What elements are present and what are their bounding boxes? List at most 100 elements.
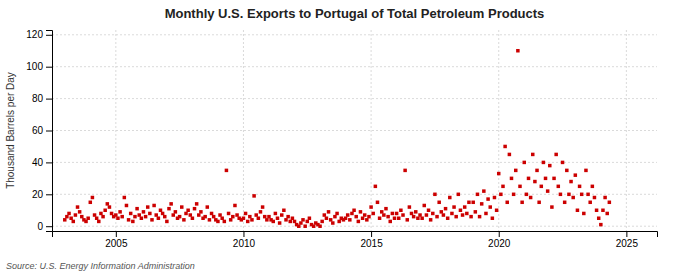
point: [154, 213, 158, 217]
point: [535, 169, 539, 173]
point: [103, 209, 107, 213]
point: [493, 196, 497, 200]
point: [514, 169, 518, 173]
point: [127, 218, 131, 222]
point: [252, 194, 256, 198]
point: [184, 212, 188, 216]
point: [261, 205, 265, 209]
point: [423, 204, 427, 208]
point: [367, 215, 371, 219]
point: [508, 153, 512, 157]
point: [348, 218, 352, 222]
point: [603, 196, 607, 200]
point: [471, 201, 475, 205]
tick: 2020: [488, 231, 511, 249]
point: [331, 221, 335, 225]
tick-label: 20: [32, 189, 44, 200]
point: [65, 215, 69, 219]
point: [386, 215, 390, 219]
point: [450, 212, 454, 216]
point: [495, 209, 499, 213]
point: [242, 216, 246, 220]
point: [406, 218, 410, 222]
point: [152, 204, 156, 208]
point: [391, 212, 395, 216]
point: [576, 209, 580, 213]
grid-line-x: [243, 30, 244, 231]
point: [371, 212, 375, 216]
tick-label: 2020: [488, 238, 511, 249]
point: [437, 201, 441, 205]
title: Monthly U.S. Exports to Portugal of Tota…: [165, 6, 545, 21]
point: [401, 213, 405, 217]
point: [95, 216, 99, 220]
point: [567, 193, 571, 197]
point: [525, 193, 529, 197]
tick-label: 2005: [105, 238, 128, 249]
point: [210, 212, 214, 216]
point: [484, 212, 488, 216]
tick: 120: [26, 29, 52, 40]
axis-line: [46, 31, 53, 232]
point: [350, 212, 354, 216]
point: [174, 210, 178, 214]
point: [446, 216, 450, 220]
point: [248, 215, 252, 219]
grid-line-x: [498, 30, 499, 231]
point: [474, 210, 478, 214]
point: [220, 216, 224, 220]
point: [344, 216, 348, 220]
point: [129, 212, 133, 216]
point: [163, 215, 167, 219]
point: [408, 205, 412, 209]
point: [461, 213, 465, 217]
point: [76, 205, 80, 209]
point: [137, 213, 141, 217]
point: [297, 224, 301, 228]
point: [225, 169, 229, 173]
point: [497, 172, 501, 176]
tick-label: 2010: [233, 238, 256, 249]
point: [116, 216, 120, 220]
point: [161, 212, 165, 216]
point: [123, 196, 127, 200]
point: [552, 177, 556, 181]
point: [172, 213, 176, 217]
point: [561, 161, 565, 165]
point: [91, 196, 95, 200]
point: [486, 197, 490, 201]
point: [150, 218, 154, 222]
point: [135, 207, 139, 211]
point: [276, 216, 280, 220]
point: [114, 213, 118, 217]
point: [259, 210, 263, 214]
point: [125, 204, 129, 208]
point: [233, 204, 237, 208]
point: [118, 210, 122, 214]
point: [191, 216, 195, 220]
point: [516, 49, 520, 53]
point: [605, 212, 609, 216]
grid-line-x: [626, 30, 627, 231]
point: [418, 213, 422, 217]
point: [231, 215, 235, 219]
point: [527, 177, 531, 181]
point: [218, 213, 222, 217]
point: [265, 218, 269, 222]
y-axis: 020406080100120: [26, 29, 52, 231]
point: [257, 216, 261, 220]
grid-line-y: [52, 162, 657, 163]
point: [374, 185, 378, 189]
point: [86, 216, 90, 220]
x-axis: 20052010201520202025: [53, 231, 658, 249]
point: [250, 218, 254, 222]
point: [595, 209, 599, 213]
point: [363, 213, 367, 217]
point: [97, 220, 101, 224]
point: [440, 210, 444, 214]
point: [291, 216, 295, 220]
point: [559, 193, 563, 197]
point: [72, 220, 76, 224]
point: [142, 210, 146, 214]
point: [416, 216, 420, 220]
